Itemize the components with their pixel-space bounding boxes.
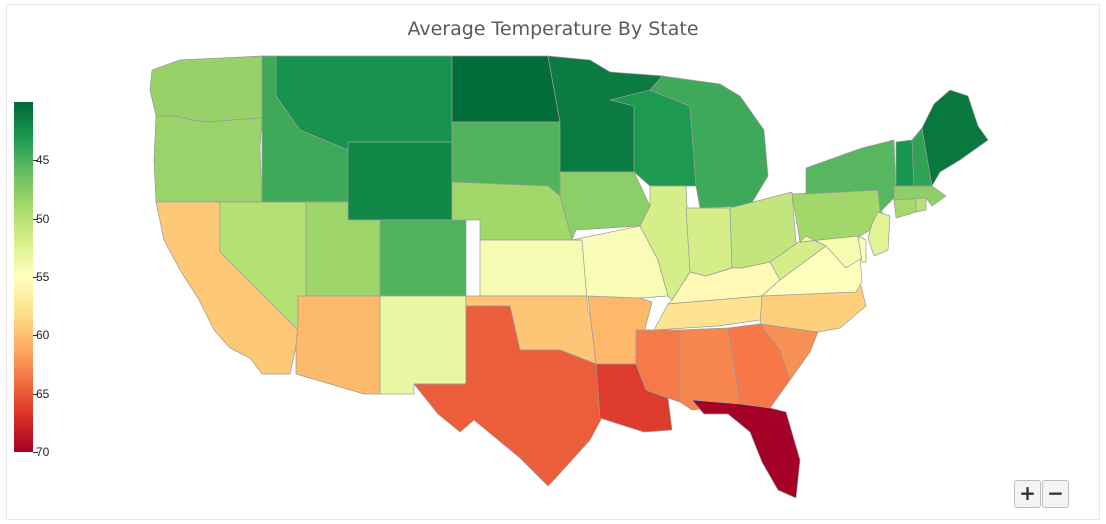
legend-tick bbox=[33, 452, 38, 453]
state-washington[interactable]: Washington: 48.3 bbox=[149, 55, 263, 123]
state-iowa[interactable]: Iowa: 47.8 bbox=[559, 171, 651, 241]
state-colorado[interactable]: Colorado: 45.1 bbox=[379, 219, 467, 297]
legend-tick bbox=[33, 160, 38, 162]
state-connecticut[interactable]: Connecticut: 49 bbox=[893, 197, 917, 219]
legend-tick-label: 50 bbox=[36, 211, 50, 226]
map-title: Average Temperature By State bbox=[407, 18, 699, 40]
legend-tick-label: 60 bbox=[36, 328, 50, 343]
legend-tick bbox=[33, 218, 38, 220]
state-florida[interactable]: Florida: 70.7 bbox=[691, 399, 801, 499]
legend-tick-label: 55 bbox=[36, 270, 50, 284]
zoom-in-button[interactable]: + bbox=[1014, 480, 1041, 508]
legend-tick-label: 70 bbox=[36, 445, 50, 459]
color-legend: 45 50 55 60 65 70 bbox=[14, 102, 94, 459]
state-kansas[interactable]: Kansas: 54.3 bbox=[479, 239, 589, 297]
state-oregon[interactable]: Oregon: 48.4 bbox=[153, 115, 263, 203]
state-delaware[interactable]: Delaware: 55.3 bbox=[857, 235, 867, 263]
legend-tick-label: 65 bbox=[36, 386, 50, 401]
state-new-mexico[interactable]: New Mexico: 53.4 bbox=[379, 295, 467, 395]
legend-tick bbox=[33, 277, 38, 278]
zoom-out-button[interactable]: − bbox=[1042, 480, 1069, 508]
state-vermont[interactable]: Vermont: 42.9 bbox=[895, 139, 915, 187]
state-rhode-island[interactable]: Rhode Island: 50.1 bbox=[915, 197, 927, 213]
state-maine[interactable]: Maine: 41 bbox=[921, 89, 989, 187]
legend-tick bbox=[33, 393, 38, 395]
state-north-dakota[interactable]: North Dakota: 40.4 bbox=[451, 55, 561, 123]
legend-color-bar bbox=[14, 102, 33, 452]
state-new-york[interactable]: New York: 45.4 bbox=[805, 139, 897, 213]
state-new-jersey[interactable]: New Jersey: 52.7 bbox=[867, 211, 891, 257]
state-nebraska[interactable]: Nebraska: 48.8 bbox=[451, 181, 573, 241]
legend-tick-label: 45 bbox=[36, 153, 50, 168]
state-texas[interactable]: Texas: 64.8 bbox=[413, 305, 605, 487]
state-wyoming[interactable]: Wyoming: 42 bbox=[347, 141, 453, 221]
legend-tick bbox=[33, 335, 38, 337]
state-arizona[interactable]: Arizona: 60.3 bbox=[295, 295, 381, 395]
state-indiana[interactable]: Indiana: 51.7 bbox=[685, 207, 733, 277]
